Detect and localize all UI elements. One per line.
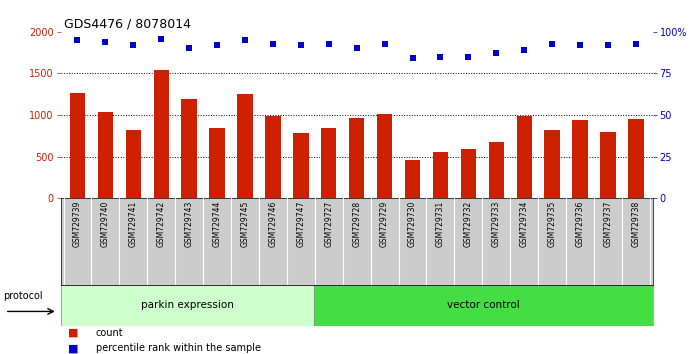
Text: GSM729737: GSM729737	[604, 201, 612, 247]
Text: vector control: vector control	[447, 300, 520, 310]
Point	[156, 36, 167, 41]
Text: GSM729730: GSM729730	[408, 201, 417, 247]
Text: GSM729739: GSM729739	[73, 201, 82, 247]
Text: GDS4476 / 8078014: GDS4476 / 8078014	[64, 17, 191, 30]
Text: GSM729743: GSM729743	[185, 201, 193, 247]
Bar	[405, 160, 420, 198]
Point	[239, 37, 251, 43]
Text: GSM729728: GSM729728	[352, 201, 361, 247]
Text: GSM729734: GSM729734	[520, 201, 528, 247]
Text: protocol: protocol	[3, 291, 43, 301]
Point	[491, 51, 502, 56]
Text: GSM729744: GSM729744	[213, 201, 221, 247]
Bar	[572, 120, 588, 198]
Point	[435, 54, 446, 59]
Text: parkin expression: parkin expression	[141, 300, 234, 310]
Bar	[126, 130, 141, 198]
Text: GSM729735: GSM729735	[548, 201, 556, 247]
Text: GSM729742: GSM729742	[157, 201, 165, 247]
Text: GSM729747: GSM729747	[297, 201, 305, 247]
Bar	[544, 130, 560, 198]
Text: GSM729731: GSM729731	[436, 201, 445, 247]
Point	[72, 37, 83, 43]
Bar	[265, 116, 281, 198]
Point	[184, 46, 195, 51]
Text: GSM729727: GSM729727	[325, 201, 333, 247]
Bar	[321, 129, 336, 198]
Point	[211, 42, 223, 48]
Text: ■: ■	[68, 328, 78, 338]
Text: GSM729740: GSM729740	[101, 201, 110, 247]
Bar	[489, 142, 504, 198]
Bar	[349, 118, 364, 198]
Point	[267, 41, 279, 46]
Point	[407, 56, 418, 61]
Bar	[517, 116, 532, 198]
Bar	[70, 93, 85, 198]
Bar	[98, 112, 113, 198]
Point	[351, 46, 362, 51]
Text: percentile rank within the sample: percentile rank within the sample	[96, 343, 260, 353]
Bar	[461, 149, 476, 198]
Text: GSM729738: GSM729738	[632, 201, 640, 247]
Point	[630, 41, 641, 46]
Point	[519, 47, 530, 53]
Text: GSM729729: GSM729729	[380, 201, 389, 247]
Bar	[209, 129, 225, 198]
Text: GSM729741: GSM729741	[129, 201, 138, 247]
Point	[574, 42, 586, 48]
Text: ■: ■	[68, 343, 78, 353]
Bar	[628, 119, 644, 198]
Bar	[154, 70, 169, 198]
Point	[128, 42, 139, 48]
Text: GSM729736: GSM729736	[576, 201, 584, 247]
Point	[295, 42, 306, 48]
Text: GSM729732: GSM729732	[464, 201, 473, 247]
Bar	[377, 114, 392, 198]
Bar	[293, 132, 309, 198]
Text: GSM729733: GSM729733	[492, 201, 500, 247]
Bar	[600, 132, 616, 198]
Point	[547, 41, 558, 46]
Bar	[181, 99, 197, 198]
Point	[463, 54, 474, 59]
Text: count: count	[96, 328, 124, 338]
Point	[379, 41, 390, 46]
Point	[323, 41, 334, 46]
Point	[602, 42, 614, 48]
Bar	[433, 152, 448, 198]
Point	[100, 39, 111, 45]
Text: GSM729746: GSM729746	[269, 201, 277, 247]
Bar	[237, 94, 253, 198]
Text: GSM729745: GSM729745	[241, 201, 249, 247]
